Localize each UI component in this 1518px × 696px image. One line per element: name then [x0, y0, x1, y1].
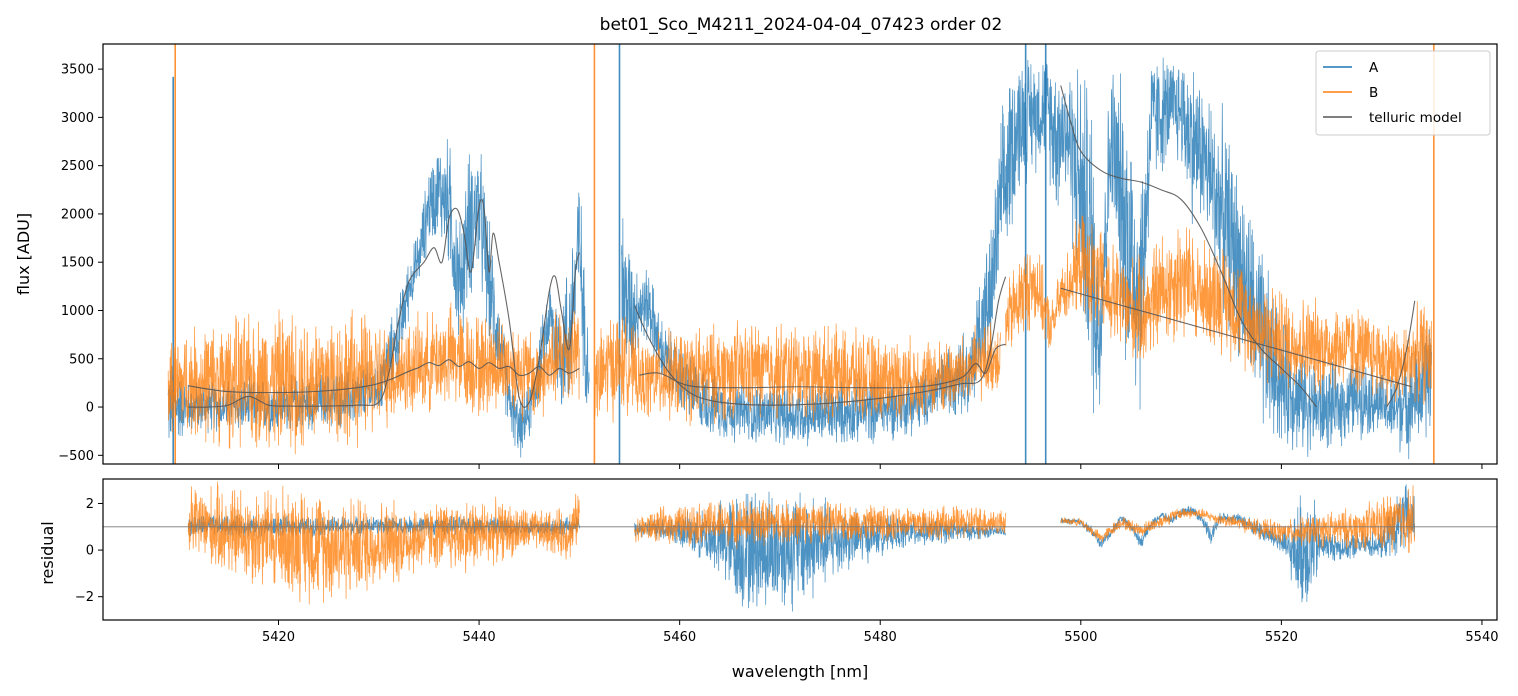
residual-series-a-segment-2 [1060, 484, 1416, 603]
flux-series-b-segment-1 [594, 316, 1001, 427]
residual-x-tick-label-5520: 5520 [1265, 630, 1298, 645]
residual-x-tick-label-5440: 5440 [463, 630, 496, 645]
flux-y-tick-label-3: 1000 [61, 304, 94, 319]
legend-label-1: B [1369, 85, 1378, 101]
telluric-model-segment-5 [1060, 287, 1412, 388]
legend-box [1315, 50, 1491, 136]
residual-x-tick-label-5420: 5420 [262, 630, 295, 645]
flux-plot-area [167, 44, 1435, 464]
residual-y-axis-label: residual [38, 521, 57, 584]
flux-y-ticks: −500 0 500 1000 1500 2000 2500 3000 3500 [58, 63, 103, 464]
flux-y-tick-label-6: 2500 [61, 159, 94, 174]
residual-axes-frame [102, 478, 1498, 621]
residual-series [187, 481, 1416, 612]
residual-y-tick-label-0: −2 [75, 590, 94, 605]
residual-series-b-segment-1 [634, 499, 1006, 550]
flux-panel: −500 0 500 1000 1500 2000 2500 3000 3500 flux [A… [14, 43, 1498, 469]
legend-label-0: A [1369, 60, 1379, 76]
residual-panel: 5420 5440 5460 5480 5500 5520 5540 −2 0 2 residu… [38, 478, 1499, 681]
flux-y-tick-label-5: 2000 [61, 207, 94, 222]
legend-label-2: telluric model [1369, 110, 1462, 126]
flux-y-tick-label-8: 3500 [61, 63, 94, 78]
residual-plot-area [103, 481, 1497, 612]
x-axis-label: wavelength [nm] [732, 662, 869, 681]
residual-y-tick-label-2: 2 [86, 497, 94, 512]
residual-x-tick-label-5460: 5460 [663, 630, 696, 645]
residual-y-tick-label-1: 0 [86, 544, 94, 559]
flux-x-ticks [278, 464, 1483, 469]
flux-y-axis-label: flux [ADU] [14, 213, 33, 295]
residual-x-tick-label-5500: 5500 [1064, 630, 1097, 645]
telluric-model-segment-4 [1060, 85, 1317, 408]
residual-series-b-segment-2 [1060, 485, 1416, 553]
flux-y-tick-label-2: 500 [69, 352, 94, 367]
residual-x-tick-label-5540: 5540 [1465, 630, 1498, 645]
telluric-model-segment-1 [188, 359, 580, 394]
telluric-model-lines [188, 85, 1416, 408]
telluric-model-segment-6 [1386, 300, 1416, 408]
telluric-model-segment-3 [639, 343, 1006, 389]
chart-title: bet01_Sco_M4211_2024-04-04_07423 order 0… [600, 15, 1003, 35]
flux-axes-frame [102, 43, 1498, 465]
residual-y-ticks: −2 0 2 [75, 497, 103, 605]
residual-x-ticks: 5420 5440 5460 5480 5500 5520 5540 [262, 620, 1499, 645]
flux-y-tick-label-1: 0 [86, 401, 94, 416]
flux-series [167, 57, 1432, 460]
flux-y-tick-label-4: 1500 [61, 256, 94, 271]
telluric-model-segment-0 [188, 199, 580, 408]
flux-y-tick-label-7: 3000 [61, 111, 94, 126]
residual-series-b-segment-0 [187, 481, 580, 605]
flux-series-b-segment-0 [167, 302, 580, 455]
residual-x-tick-label-5480: 5480 [864, 630, 897, 645]
flux-y-tick-label-0: −500 [58, 449, 94, 464]
flux-series-b-segment-2 [1005, 215, 1432, 405]
